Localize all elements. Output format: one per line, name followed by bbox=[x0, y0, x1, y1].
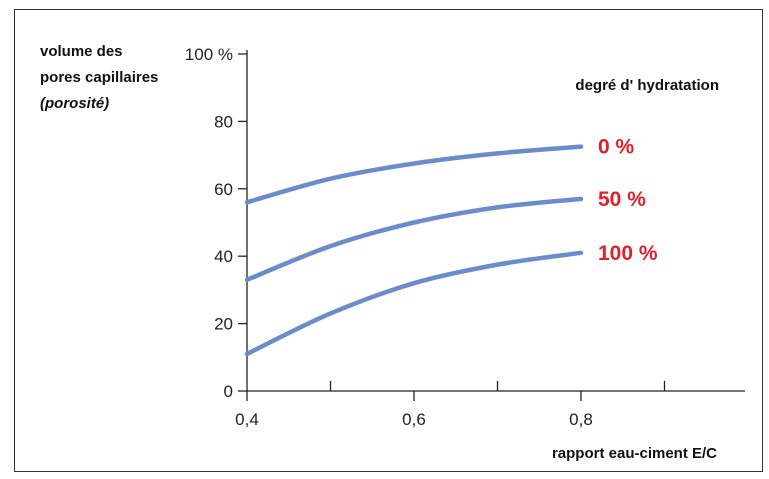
y-tick-label: 40 bbox=[214, 247, 233, 266]
x-tick-label: 0,8 bbox=[569, 410, 593, 429]
x-axis-label: rapport eau-ciment E/C bbox=[552, 445, 717, 462]
series-line-0 bbox=[244, 144, 584, 205]
y-tick-label: 60 bbox=[214, 180, 233, 199]
y-tick-label: 80 bbox=[214, 112, 233, 131]
series-label-0: 0 % bbox=[598, 136, 635, 159]
series-label-2: 100 % bbox=[598, 242, 658, 265]
x-tick-label: 0,4 bbox=[235, 410, 259, 429]
series-line-2 bbox=[244, 250, 584, 357]
axis-ticks: 0 20 40 60 80 100 % 0,4 0,6 0,8 bbox=[185, 45, 666, 429]
y-axis-label-line-2: pores capillaires bbox=[40, 69, 158, 86]
series-label-1: 50 % bbox=[598, 188, 646, 211]
series-group: 0 % 50 % 100 % bbox=[244, 136, 658, 357]
y-tick-label: 100 % bbox=[185, 45, 233, 64]
y-axis-label-line-1: volume des bbox=[40, 43, 123, 60]
y-tick-label: 0 bbox=[224, 382, 233, 401]
chart-frame bbox=[14, 9, 763, 472]
series-line-1 bbox=[244, 196, 584, 283]
y-tick-label: 20 bbox=[214, 315, 233, 334]
x-tick-label: 0,6 bbox=[402, 410, 426, 429]
legend-title: degré d' hydratation bbox=[575, 77, 719, 94]
y-axis-label-line-3: (porosité) bbox=[40, 95, 109, 112]
